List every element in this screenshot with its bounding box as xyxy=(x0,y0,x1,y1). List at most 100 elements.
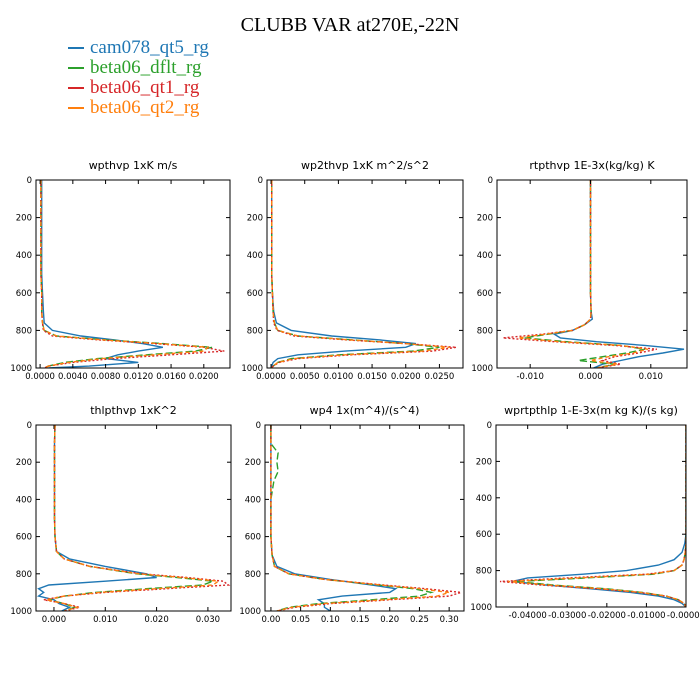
y-tick-label: 800 xyxy=(16,570,32,580)
y-tick-label: 600 xyxy=(16,533,32,543)
panel-title: wpthvp 1xK m/s xyxy=(89,159,178,172)
y-tick-label: 600 xyxy=(16,289,32,299)
series-line xyxy=(502,180,657,368)
x-tick-label: 0.25 xyxy=(410,615,429,625)
x-tick-label: 0.0160 xyxy=(156,372,186,382)
y-tick-label: 200 xyxy=(16,214,32,224)
x-tick-label: 0.0150 xyxy=(357,372,387,382)
legend-item: beta06_qt1_rg xyxy=(68,77,209,98)
chart-panel: thlpthvp 1xK^2 0 200 400 600 800 1000 0.000 0.01… xyxy=(10,404,232,625)
y-tick-label: 1000 xyxy=(10,364,32,374)
x-tick-label: 0.030 xyxy=(196,615,220,625)
y-tick-label: 800 xyxy=(476,567,492,577)
chart-panel: rtpthvp 1E-3x(kg/kg) K 0 200 400 600 800 1000 -… xyxy=(471,159,688,382)
y-tick-label: 200 xyxy=(16,458,32,468)
y-tick-label: 600 xyxy=(247,289,263,299)
x-tick-label: 0.30 xyxy=(440,615,459,625)
x-tick-label: 0.0000 xyxy=(25,372,55,382)
x-tick-label: 0.10 xyxy=(321,615,340,625)
legend-label: cam078_qt5_rg xyxy=(90,37,209,58)
legend-swatch xyxy=(68,107,84,109)
series-line xyxy=(270,425,435,611)
x-tick-label: 0.00 xyxy=(261,615,280,625)
panel-frame xyxy=(266,179,464,369)
panel-frame xyxy=(35,424,232,612)
x-tick-label: 0.000 xyxy=(578,372,602,382)
y-tick-label: 0 xyxy=(258,176,263,186)
legend: cam078_qt5_rg beta06_dflt_rg beta06_qt1_… xyxy=(68,37,209,118)
panel-frame xyxy=(264,424,465,612)
y-tick-label: 400 xyxy=(16,495,32,505)
y-tick-label: 800 xyxy=(245,570,261,580)
panel-frame xyxy=(35,179,231,369)
legend-swatch xyxy=(68,67,84,69)
y-tick-label: 400 xyxy=(16,251,32,261)
x-tick-label: 0.05 xyxy=(291,615,310,625)
y-tick-label: 600 xyxy=(477,289,493,299)
y-tick-label: 800 xyxy=(247,326,263,336)
y-tick-label: 800 xyxy=(477,326,493,336)
y-tick-label: 200 xyxy=(245,458,261,468)
x-tick-label: 0.0250 xyxy=(425,372,455,382)
legend-item: beta06_qt2_rg xyxy=(68,97,209,118)
series-line xyxy=(270,425,398,611)
legend-label: beta06_dflt_rg xyxy=(90,57,202,78)
chart-panel: wp2thvp 1xK m^2/s^2 0 200 400 600 800 10000.00… xyxy=(241,159,464,382)
series-line xyxy=(271,180,450,368)
y-tick-label: 200 xyxy=(476,457,492,467)
legend-swatch xyxy=(68,87,84,89)
legend-item: cam078_qt5_rg xyxy=(68,37,209,58)
y-tick-label: 1000 xyxy=(239,607,261,617)
series-line xyxy=(40,180,210,368)
legend-label: beta06_qt1_rg xyxy=(90,77,200,98)
y-tick-label: 1000 xyxy=(241,364,263,374)
panel-title: wprtpthlp 1-E-3x(m kg K)/(s kg) xyxy=(504,404,678,417)
y-tick-label: 1000 xyxy=(471,364,493,374)
x-tick-label: 0.020 xyxy=(144,615,168,625)
x-tick-label: 0.20 xyxy=(380,615,399,625)
series-line xyxy=(40,180,225,368)
figure-title: CLUBB VAR at270E,-22N xyxy=(240,14,460,36)
series-line xyxy=(270,425,450,611)
x-tick-label: -0.03000 xyxy=(548,611,586,621)
panel-frame xyxy=(496,179,688,369)
series-line xyxy=(552,180,685,368)
x-tick-label: -0.02000 xyxy=(588,611,626,621)
y-tick-label: 400 xyxy=(247,251,263,261)
x-tick-label: -0.04000 xyxy=(509,611,547,621)
x-tick-label: -0.01000 xyxy=(627,611,665,621)
y-tick-label: 400 xyxy=(476,494,492,504)
x-tick-label: 0.15 xyxy=(351,615,370,625)
y-tick-label: 0 xyxy=(256,421,261,431)
y-tick-label: 1000 xyxy=(10,607,32,617)
x-tick-label: 0.0100 xyxy=(324,372,354,382)
panel-title: wp2thvp 1xK m^2/s^2 xyxy=(301,159,429,172)
series-line xyxy=(511,425,686,607)
panel-title: rtpthvp 1E-3x(kg/kg) K xyxy=(529,159,655,172)
x-tick-label: 0.0080 xyxy=(91,372,121,382)
y-tick-label: 800 xyxy=(16,326,32,336)
x-tick-label: -0.010 xyxy=(516,372,543,382)
x-tick-label: 0.0040 xyxy=(58,372,88,382)
panel-frame xyxy=(495,424,687,608)
chart-panel: wprtpthlp 1-E-3x(m kg K)/(s kg) 0 200 400 60… xyxy=(470,404,700,621)
x-tick-label: 0.0200 xyxy=(391,372,421,382)
x-tick-label: 0.0120 xyxy=(123,372,153,382)
x-tick-label: 0.0000 xyxy=(256,372,286,382)
panel-title: thlpthvp 1xK^2 xyxy=(90,404,177,417)
x-tick-label: 0.000 xyxy=(42,615,66,625)
series-line xyxy=(46,425,221,611)
y-tick-label: 0 xyxy=(27,176,32,186)
y-tick-label: 200 xyxy=(247,214,263,224)
legend-item: beta06_dflt_rg xyxy=(68,57,209,78)
y-tick-label: 0 xyxy=(487,421,492,431)
y-tick-label: 1000 xyxy=(470,603,492,613)
x-tick-label: 0.010 xyxy=(639,372,663,382)
legend-label: beta06_qt2_rg xyxy=(90,97,200,118)
y-tick-label: 200 xyxy=(477,214,493,224)
x-tick-label: 0.0200 xyxy=(189,372,219,382)
series-line xyxy=(270,425,462,611)
